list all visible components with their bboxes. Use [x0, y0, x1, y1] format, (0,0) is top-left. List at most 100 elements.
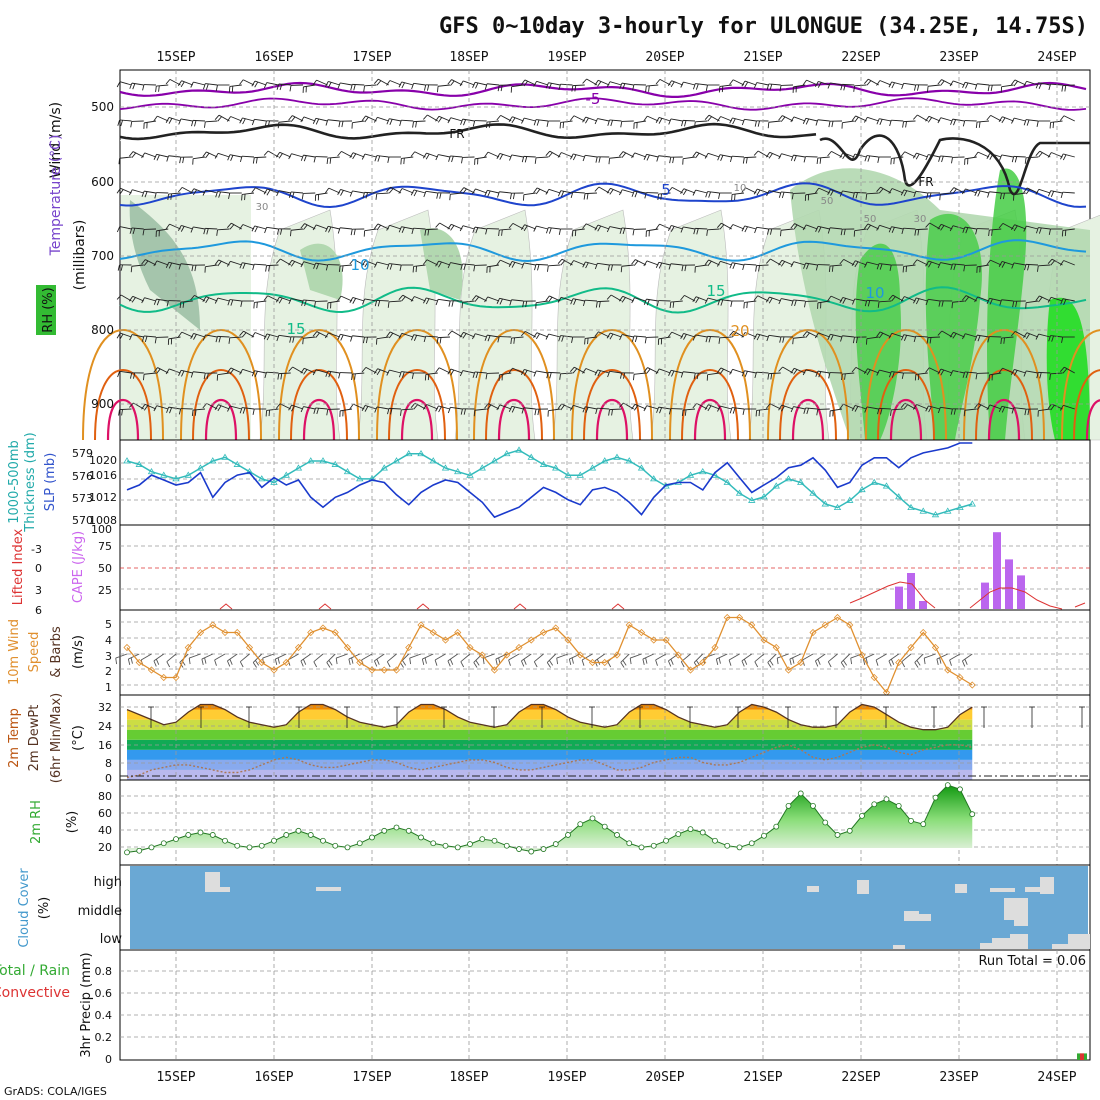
wind-barb-flag — [201, 658, 204, 666]
wind-barb-flag — [472, 333, 476, 340]
wind-barb-flag — [853, 85, 855, 92]
wind-barb-flag — [427, 229, 430, 236]
wind-barb-flag — [720, 299, 724, 306]
contour-label: FR — [449, 127, 464, 141]
wind-barb — [683, 226, 696, 230]
wind-barb-flag — [486, 404, 492, 410]
wind-barb-flag — [313, 661, 318, 668]
thickness-point — [527, 453, 535, 460]
wind-barb — [964, 371, 977, 374]
wind-barb-flag — [585, 407, 589, 413]
wind-barb-flag — [570, 298, 574, 305]
wind-barb-flag — [569, 260, 574, 266]
wind-barb-flag — [936, 658, 939, 666]
thickness-point — [552, 464, 560, 471]
wind-barb — [830, 82, 843, 86]
wind-barb-flag — [390, 408, 393, 415]
wind-barb — [928, 115, 941, 122]
wind-barb-flag — [202, 189, 207, 196]
wind-barb-flag — [263, 295, 269, 301]
wind-speed-point — [699, 658, 707, 667]
wind-barb — [548, 408, 561, 412]
thickness-point — [809, 489, 817, 496]
wind-barb-flag — [300, 368, 305, 374]
wind-barb-flag — [289, 85, 292, 92]
wind-barb-flag — [903, 190, 908, 197]
wind-barb-flag — [497, 85, 500, 92]
wind-barb-flag — [337, 334, 341, 340]
wind-barb — [389, 331, 402, 338]
wind-barb — [634, 403, 647, 410]
wind-barb — [732, 368, 745, 374]
wind-barb — [634, 190, 647, 194]
wind-barb-flag — [852, 298, 856, 305]
wind-barb-flag — [496, 259, 501, 266]
wind-speed-point — [931, 643, 940, 652]
wind-barb-flag — [182, 301, 185, 308]
wind-barb — [316, 224, 328, 230]
wind-barb-flag — [643, 298, 647, 305]
wind-barb-flag — [153, 298, 157, 305]
wind-barb-flag — [291, 192, 295, 199]
wind-barb-flag — [912, 152, 917, 159]
wind-barb-flag — [1024, 264, 1027, 271]
wind-barb-flag — [166, 661, 171, 668]
wind-barb — [756, 408, 769, 411]
wind-barb-flag — [781, 192, 785, 199]
wind-barb-flag — [692, 296, 697, 302]
wind-barb-flag — [545, 227, 549, 234]
wind-barb — [523, 192, 536, 196]
temp-contour-15 — [119, 286, 1087, 314]
wind-barb-flag — [828, 121, 831, 128]
thickness-point — [454, 467, 462, 475]
wind-barb-flag — [901, 372, 904, 379]
wind-barb-flag — [891, 296, 896, 302]
wind-barb — [240, 653, 250, 663]
wind-barb — [940, 262, 953, 266]
wind-barb-flag — [631, 335, 635, 342]
wind-barb — [989, 191, 1002, 194]
wind-barb-flag — [389, 263, 393, 270]
wind-barb — [279, 296, 291, 302]
wind-barb-flag — [301, 193, 304, 200]
wind-barb-flag — [792, 338, 794, 345]
wind-barb-flag — [202, 151, 207, 158]
wind-speed-point — [944, 666, 952, 674]
wind-barb-flag — [438, 261, 442, 268]
wind-barb-flag — [177, 331, 183, 338]
wind-barb-flag — [156, 299, 160, 306]
wind-barb-flag — [767, 122, 770, 129]
wind-barb-flag — [128, 151, 134, 157]
wind-barb-flag — [324, 81, 329, 87]
wind-barb — [254, 332, 267, 338]
wind-barb-flag — [827, 227, 831, 234]
wind-speed-point — [564, 636, 572, 644]
wind-barb-flag — [667, 225, 672, 231]
wind-barb-flag — [165, 262, 170, 268]
wind-barb-flag — [915, 153, 920, 160]
wind-barb — [903, 189, 916, 194]
wind-barb-flag — [353, 84, 356, 91]
wind-barb — [413, 82, 426, 86]
wind-barb-flag — [937, 224, 942, 230]
wind-barb-flag — [843, 84, 846, 91]
precip-panel: 0.80.60.40.20 Total / RainConvective3hr … — [0, 949, 1091, 1066]
wind-barb-flag — [217, 260, 222, 267]
wind-barb-flag — [941, 156, 944, 163]
wind-barb — [218, 404, 230, 410]
wind-barb — [609, 119, 622, 122]
wind-barb — [1026, 187, 1039, 194]
wind-barb-flag — [684, 120, 687, 127]
wind-barb-flag — [410, 334, 415, 341]
wind-barb — [732, 262, 745, 266]
wind-barb-flag — [622, 228, 626, 235]
wind-barb — [511, 405, 524, 410]
wind-barb-flag — [425, 298, 430, 305]
wind-barb — [254, 80, 267, 86]
rh2m-line — [126, 784, 973, 853]
wind-barb-flag — [400, 409, 402, 416]
wind-barb — [756, 226, 769, 230]
wind-speed-point — [319, 624, 327, 632]
rh2m-point — [822, 819, 829, 826]
